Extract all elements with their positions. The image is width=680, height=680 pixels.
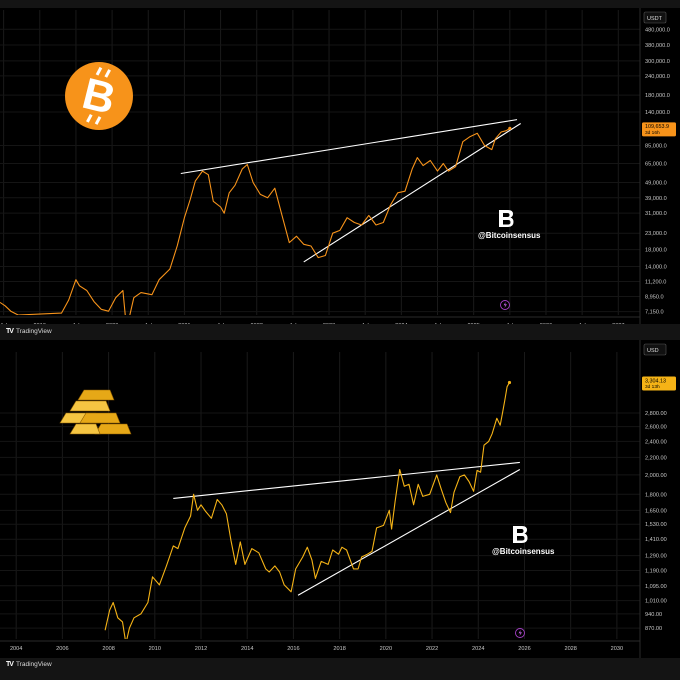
watermark-logo-icon <box>513 526 528 543</box>
y-tick-label: 1,095.00 <box>645 584 667 590</box>
y-tick-label: 1,800.00 <box>645 492 667 498</box>
trendline <box>173 461 520 499</box>
tradingview-footer: TV TradingView <box>0 324 680 340</box>
y-tick-label: 1,650.00 <box>645 508 667 514</box>
y-tick-label: 39,000.0 <box>645 196 667 202</box>
y-tick-label: 7,150.0 <box>645 310 664 316</box>
tradingview-logo-2[interactable]: TV TradingView <box>6 661 52 668</box>
x-tick-label: 2024 <box>472 646 484 652</box>
x-tick-label: 2004 <box>10 646 22 652</box>
y-tick-label: 300,000.0 <box>645 59 670 65</box>
tradingview-logo[interactable]: TV TradingView <box>6 328 52 335</box>
bitcoin-chart-panel: 480,000.0 380,000.0 300,000.0 240,000.0 180,… <box>0 8 680 329</box>
bitcoin-logo-stroke <box>104 69 111 78</box>
event-flash-icon <box>515 628 525 638</box>
y-tick-label: 1,410.00 <box>645 537 667 543</box>
bitcoin-logo-circle <box>65 62 133 130</box>
y-tick-label: 2,400.00 <box>645 439 667 445</box>
x-tick-label: 2006 <box>56 646 68 652</box>
gold-bar-icon <box>79 412 121 424</box>
currency-badge-label: USDT <box>647 16 663 22</box>
x-tick-label: 2028 <box>564 646 576 652</box>
y-tick-label: 2,800.00 <box>645 411 667 417</box>
tradingview-icon: TV <box>6 328 14 335</box>
y-tick-label: 1,290.00 <box>645 554 667 560</box>
y-tick-label: 380,000.0 <box>645 43 670 49</box>
y-tick-label: 31,000.0 <box>645 211 667 217</box>
y-tick-label: 140,000.0 <box>645 110 670 116</box>
trendline <box>303 123 521 263</box>
bitcoin-logo-stroke <box>94 116 102 125</box>
y-tick-label: 940.00 <box>645 612 662 618</box>
x-tick-label: 2026 <box>518 646 530 652</box>
currency-badge <box>643 11 667 24</box>
y-tick-label: 23,000.0 <box>645 231 667 237</box>
y-tick-label: 65,000.0 <box>645 161 667 167</box>
y-tick-label: 18,000.0 <box>645 248 667 254</box>
y-tick-label: 2,000.00 <box>645 473 667 479</box>
watermark-logo-icon <box>499 210 514 227</box>
y-tick-label: 14,000.0 <box>645 265 667 271</box>
y-tick-label: 8,950.0 <box>645 295 664 301</box>
bitcoin-chart-svg: 480,000.0 380,000.0 300,000.0 240,000.0 180,… <box>0 8 676 329</box>
x-tick-label: 2008 <box>102 646 114 652</box>
last-price-dot <box>508 126 512 130</box>
last-price-dot <box>507 380 512 385</box>
price-series-line <box>104 382 510 639</box>
y-tick-label: 870.00 <box>645 626 662 632</box>
bitcoin-logo-stroke <box>95 66 103 76</box>
y-tick-label: 1,010.00 <box>645 599 667 605</box>
y-tick-label: 11,200.0 <box>645 280 666 286</box>
x-tick-label: 2022 <box>426 646 438 652</box>
price-tag <box>642 376 676 391</box>
x-tick-label: 2016 <box>287 646 299 652</box>
watermark-handle: @Bitcoinsensus <box>478 231 541 240</box>
trendline <box>297 468 521 596</box>
x-tick-label: 2020 <box>380 646 392 652</box>
price-series-line <box>0 127 511 315</box>
gold-chart-svg: 2,800.00 2,600.00 2,400.00 2,200.00 2,000.00… <box>0 340 676 658</box>
x-tick-label: 2012 <box>195 646 207 652</box>
watermark-handle: @Bitcoinsensus <box>492 547 555 556</box>
y-tick-label: 240,000.0 <box>645 74 670 80</box>
gold-bar-icon <box>94 423 132 435</box>
event-flash-glyph <box>503 302 507 308</box>
price-tag-value: 3,304.13 <box>645 378 666 384</box>
event-flash-glyph <box>518 630 522 636</box>
y-tick-label: 1,190.00 <box>645 568 667 574</box>
y-tick-label: 85,000.0 <box>645 143 667 149</box>
tradingview-icon: TV <box>6 661 14 668</box>
trendline <box>180 119 518 175</box>
gold-chart-panel: 2,800.00 2,600.00 2,400.00 2,200.00 2,000.00… <box>0 340 680 658</box>
currency-badge <box>643 343 667 356</box>
x-tick-label: 2030 <box>611 646 623 652</box>
gold-bar-icon <box>69 423 101 435</box>
y-tick-label: 480,000.0 <box>645 27 670 33</box>
bitcoin-logo-stroke <box>86 113 93 123</box>
price-tag-countdown: 3d 13h <box>645 384 660 390</box>
gold-bar-icon <box>69 400 111 412</box>
y-tick-label: 2,600.00 <box>645 425 667 431</box>
y-tick-label: 49,000.0 <box>645 180 667 186</box>
price-tag <box>642 122 676 137</box>
y-tick-label: 1,530.00 <box>645 522 667 528</box>
price-tag-countdown: 3d 16h <box>645 130 660 136</box>
x-tick-label: 2010 <box>149 646 161 652</box>
tradingview-footer-2: TV TradingView <box>0 658 680 680</box>
price-tag-value: 109,653.9 <box>645 124 669 130</box>
currency-badge-label: USD <box>647 348 659 354</box>
y-tick-label: 180,000.0 <box>645 93 670 99</box>
event-flash-icon <box>500 300 510 310</box>
y-tick-label: 2,200.00 <box>645 455 667 461</box>
x-tick-label: 2018 <box>333 646 345 652</box>
x-tick-label: 2014 <box>241 646 253 652</box>
gold-bar-icon <box>77 389 115 401</box>
